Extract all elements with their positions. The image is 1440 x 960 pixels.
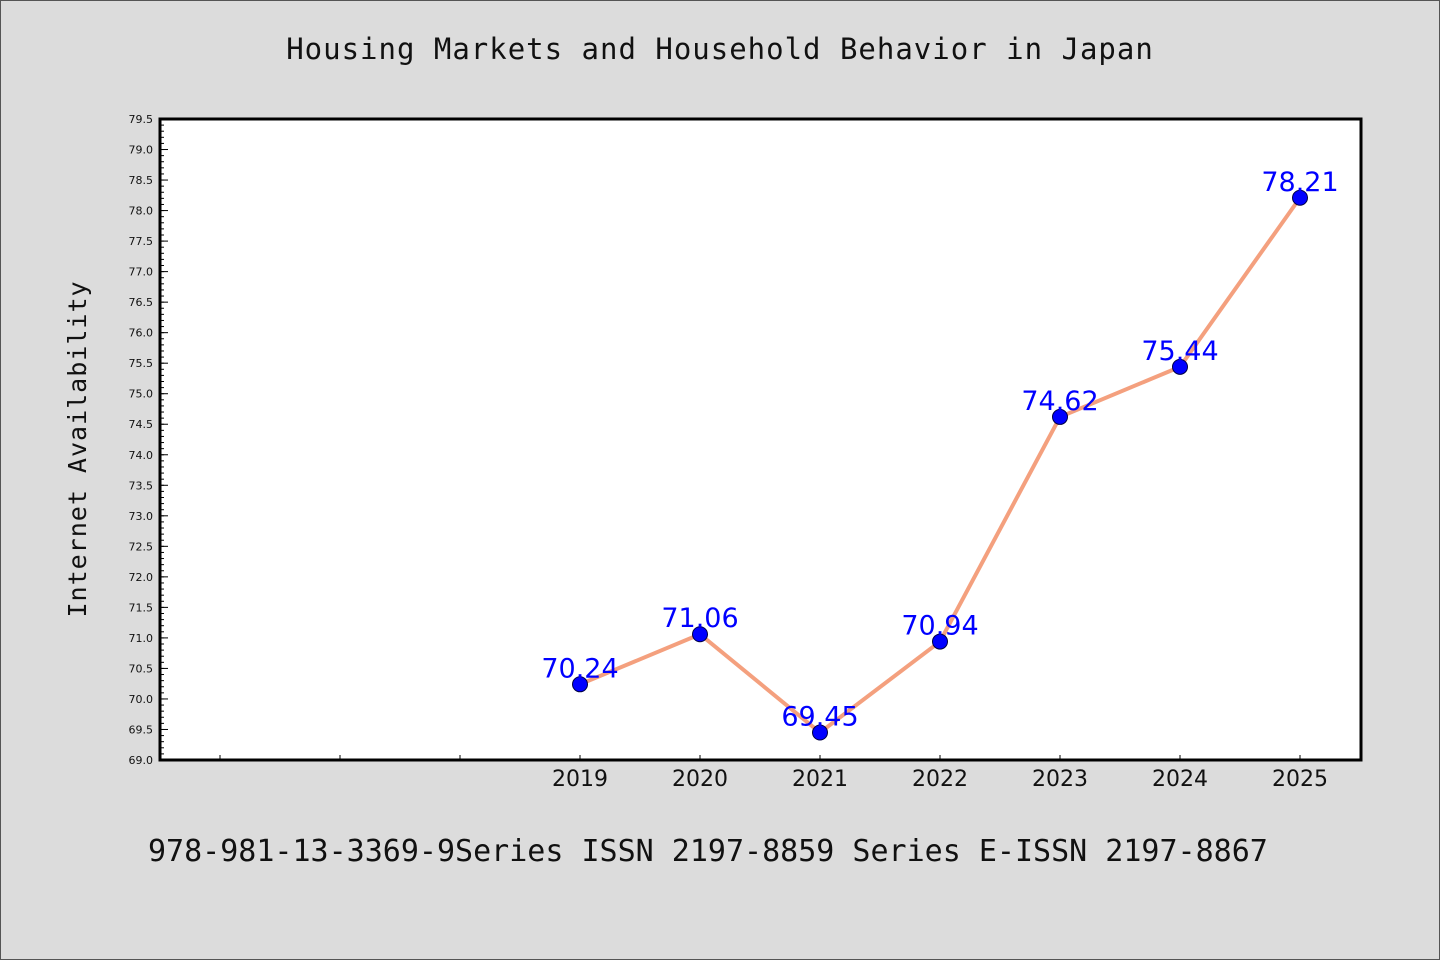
y-tick-label: 69.0 [129,754,154,767]
data-label: 70.94 [901,611,978,642]
footer-isbn-text: 978-981-13-3369-9Series ISSN 2197-8859 S… [148,834,1268,869]
x-tick-label: 2020 [672,767,728,792]
y-tick-label: 72.5 [129,540,154,553]
x-axis: 2019 2020 2021 2022 2023 2024 2025 [219,755,1328,792]
y-tick-label: 74.5 [129,418,154,431]
y-tick-label: 78.0 [129,205,154,218]
plot-area [158,117,1363,762]
x-tick-label: 2024 [1152,767,1208,792]
y-tick-label: 75.5 [129,357,154,370]
y-tick-label: 77.5 [129,235,154,248]
x-tick-label: 2021 [792,767,848,792]
data-point [1052,408,1068,425]
x-tick-label: 2023 [1032,767,1088,792]
y-tick-label: 77.0 [129,266,154,279]
data-point [1172,358,1188,375]
y-tick-label: 74.0 [129,449,154,462]
data-label: 74.62 [1021,386,1098,417]
y-tick-label: 76.5 [129,296,154,309]
y-tick-label: 79.5 [129,113,154,126]
x-tick-label: 2025 [1272,767,1328,792]
data-point [1292,189,1308,206]
data-label: 71.06 [661,603,738,634]
y-tick-label: 70.5 [129,662,154,675]
data-label: 69.45 [781,702,858,733]
y-tick-label: 71.5 [129,601,154,614]
y-axis-label: Internet Availability [63,280,92,617]
y-tick-label: 76.0 [129,327,154,340]
x-tick-label: 2022 [912,767,968,792]
y-tick-label: 75.0 [129,388,154,401]
y-tick-label: 72.0 [129,571,154,584]
data-point [572,676,588,693]
y-tick-label: 79.0 [129,144,154,157]
y-tick-label: 71.0 [129,632,154,645]
data-point [692,626,708,643]
y-tick-label: 70.0 [129,693,154,706]
data-label: 75.44 [1141,336,1218,367]
series: 70.24 71.06 69.45 70.94 74.62 75.44 78.21 [541,167,1339,741]
y-tick-label: 78.5 [129,174,154,187]
data-point [932,633,948,650]
y-tick-label: 73.5 [129,479,154,492]
data-label: 78.21 [1261,167,1338,198]
y-axis: 69.0 69.5 70.0 70.5 71.0 71.5 72.0 72.5 73.0 73.5… [129,113,168,767]
data-point [812,724,828,741]
x-tick-label: 2019 [552,767,608,792]
chart-title: Housing Markets and Household Behavior i… [286,32,1154,66]
y-tick-label: 73.0 [129,510,154,523]
y-tick-label: 69.5 [129,723,154,736]
data-label: 70.24 [541,653,618,684]
